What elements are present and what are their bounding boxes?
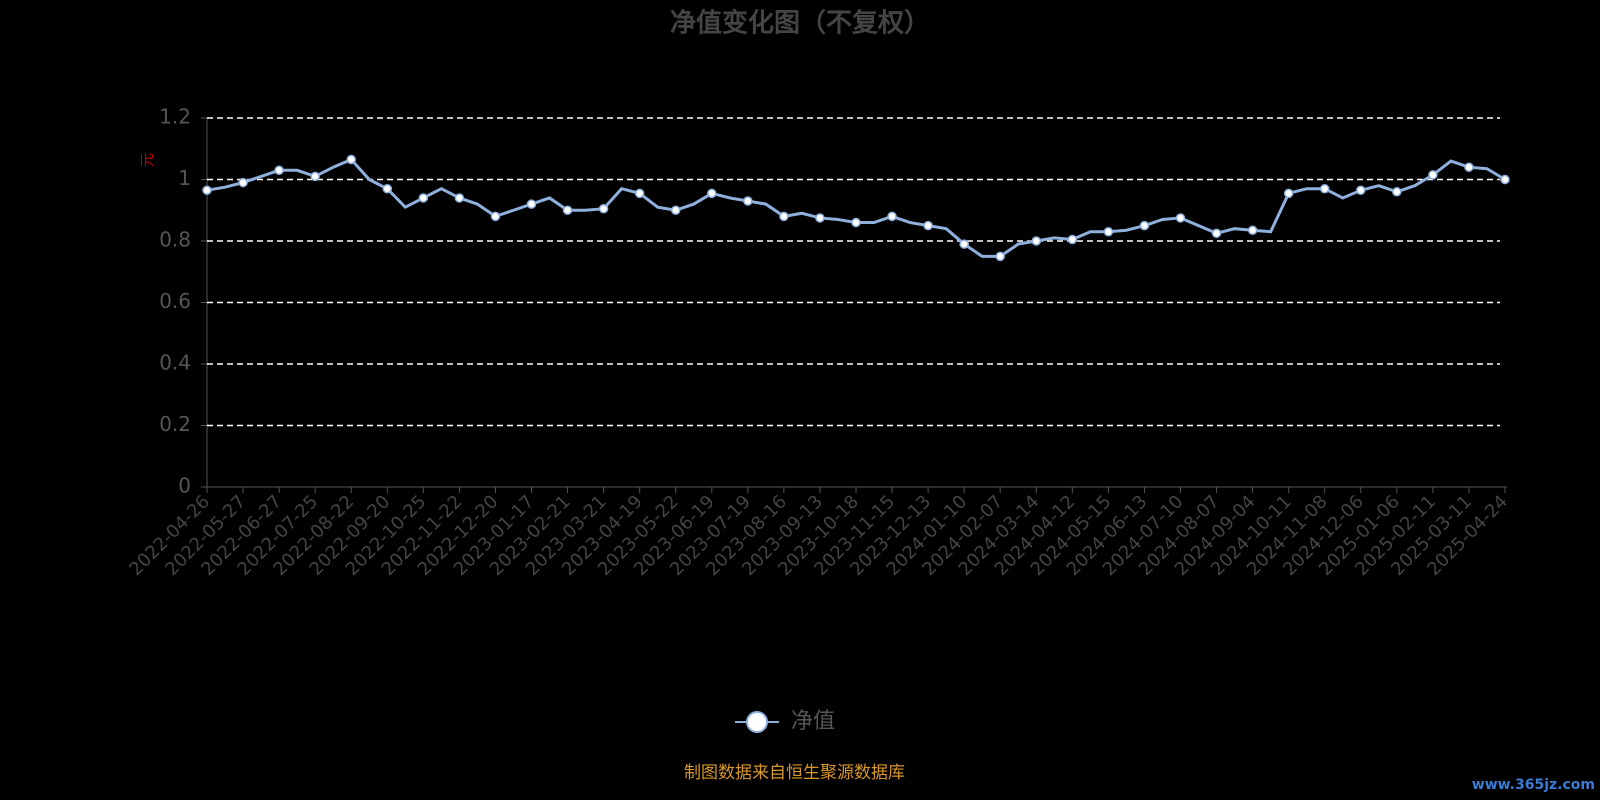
data-point <box>779 211 789 222</box>
legend-label: 净值 <box>791 709 835 734</box>
data-point <box>1103 227 1114 237</box>
source-note: 制图数据来自恒生聚源数据库 <box>684 763 905 783</box>
data-point <box>598 203 609 214</box>
data-point <box>238 177 248 188</box>
data-point <box>382 183 393 194</box>
y-tick-label: 0 <box>178 474 191 498</box>
data-point <box>1175 213 1186 223</box>
y-axis-label: 元 <box>140 153 156 167</box>
data-point <box>923 220 933 231</box>
data-point <box>418 193 429 203</box>
data-point <box>670 205 681 215</box>
data-point <box>634 188 645 199</box>
data-point <box>1283 188 1294 199</box>
legend-marker <box>746 711 768 733</box>
data-point <box>959 239 969 249</box>
data-point <box>851 217 861 228</box>
y-tick-label: 0.4 <box>159 351 191 375</box>
data-point <box>454 193 465 203</box>
data-point <box>743 196 753 206</box>
data-point <box>1392 187 1402 197</box>
chart-title: 净值变化图（不复权） <box>670 8 930 39</box>
y-tick-label: 0.2 <box>159 412 191 436</box>
y-tick-label: 0.8 <box>159 228 191 252</box>
data-point <box>1139 220 1150 231</box>
data-point <box>887 211 897 222</box>
watermark: www.365jz.com <box>1472 777 1595 793</box>
data-point <box>202 185 212 196</box>
data-point <box>995 251 1005 262</box>
data-point <box>310 171 320 182</box>
data-point <box>1067 234 1078 245</box>
data-point <box>707 188 717 199</box>
data-point <box>1356 185 1366 196</box>
data-point <box>274 165 284 176</box>
data-point <box>815 213 825 223</box>
data-point <box>526 199 537 209</box>
data-point <box>1319 183 1330 194</box>
data-point <box>1031 236 1042 246</box>
data-point <box>1211 228 1222 239</box>
data-point <box>1428 170 1438 180</box>
y-tick-label: 0.6 <box>159 289 191 313</box>
data-point <box>346 154 356 165</box>
data-point <box>1500 174 1510 185</box>
data-point <box>562 205 573 215</box>
data-point <box>490 211 501 222</box>
data-point <box>1464 162 1474 172</box>
y-tick-label: 1 <box>178 166 191 190</box>
data-point <box>1247 225 1258 235</box>
y-tick-label: 1.2 <box>159 105 191 129</box>
